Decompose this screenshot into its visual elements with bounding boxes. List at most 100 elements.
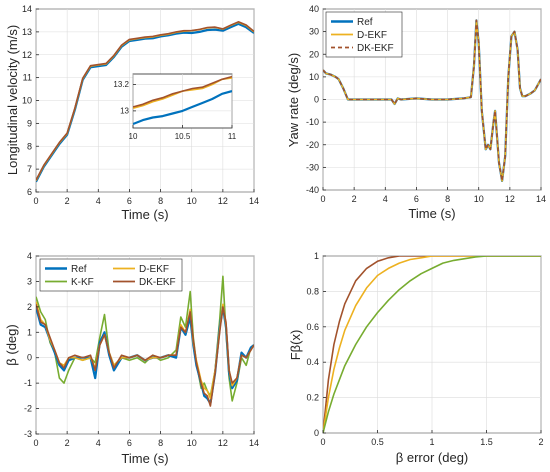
legend-box <box>39 258 183 292</box>
y-tick-label: 4 <box>27 251 32 261</box>
y-tick-label: 3 <box>27 276 32 286</box>
y-tick-label: 40 <box>309 4 319 14</box>
y-tick-label: 14 <box>22 4 32 14</box>
y-tick-label: 1 <box>314 251 319 261</box>
y-tick-label: 0.8 <box>306 286 319 296</box>
y-tick-label: 6 <box>27 187 32 197</box>
series-line-dekf <box>323 256 541 433</box>
legend-label-dekf: D-EKF <box>357 30 387 41</box>
legend-label-dekf: D-EKF <box>139 264 169 275</box>
y-tick-label: 10 <box>309 72 319 82</box>
y-tick-label: 10 <box>22 96 32 106</box>
x-tick-label: 11 <box>228 132 237 141</box>
x-tick-label: 6 <box>127 438 132 448</box>
x-tick-label: 6 <box>414 194 419 204</box>
y-tick-label: 20 <box>309 49 319 59</box>
x-tick-label: 10 <box>187 196 197 206</box>
y-tick-label: -3 <box>24 429 32 439</box>
velocity-inset-plot: 10 10.5 11 13 13.2 <box>113 74 237 141</box>
velocity-series-lines <box>36 21 254 183</box>
velocity-ylabel: Longitudinal velocity (m/s) <box>5 25 20 175</box>
cdf-plot: 0 0.5 1 1.5 2 0 0.2 0.4 0.6 0.8 1 <box>306 251 543 447</box>
y-tick-label: 13 <box>120 107 129 116</box>
y-tick-label: 0 <box>314 95 319 105</box>
y-tick-label: 8 <box>27 141 32 151</box>
cdf-ylabel: Fβ(x) <box>288 330 303 361</box>
y-tick-label: -10 <box>306 117 319 127</box>
y-tick-label: 0 <box>314 428 319 438</box>
x-tick-label: 12 <box>218 438 228 448</box>
x-tick-label: 10 <box>129 132 138 141</box>
x-tick-label: 2 <box>352 194 357 204</box>
x-tick-label: 10 <box>187 438 197 448</box>
legend-label-ref: Ref <box>357 17 373 28</box>
x-tick-label: 2 <box>65 196 70 206</box>
velocity-plot: 0 2 4 6 8 10 12 14 6 7 8 9 10 11 12 13 14 <box>22 4 259 206</box>
velocity-inset-panel: 10 10.5 11 13 13.2 <box>113 73 237 141</box>
y-tick-label: -2 <box>24 404 32 414</box>
beta-series-lines <box>36 275 254 407</box>
beta-legend: Ref K-KF D-EKF DK-EKF <box>39 258 183 292</box>
y-tick-label: -40 <box>306 185 319 195</box>
cdf-xlabel: β error (deg) <box>396 450 469 465</box>
x-tick-label: 14 <box>536 194 546 204</box>
beta-xlabel: Time (s) <box>121 451 168 466</box>
yaw-plot: 0 2 4 6 8 10 12 14 -40 -30 -20 -10 0 10 20 30 40 <box>306 4 546 204</box>
y-tick-label: 2 <box>27 302 32 312</box>
y-tick-label: 0.4 <box>306 357 319 367</box>
x-tick-label: 4 <box>383 194 388 204</box>
x-tick-label: 0.5 <box>371 437 384 447</box>
y-tick-label: 30 <box>309 27 319 37</box>
x-tick-label: 6 <box>127 196 132 206</box>
y-tick-label: -30 <box>306 162 319 172</box>
y-tick-label: 7 <box>27 164 32 174</box>
x-tick-label: 8 <box>158 438 163 448</box>
series-line-dkekf <box>36 304 254 407</box>
x-tick-label: 12 <box>218 196 228 206</box>
y-tick-label: 1 <box>27 327 32 337</box>
cdf-panel: 0 0.5 1 1.5 2 0 0.2 0.4 0.6 0.8 1 β error (deg) Fβ… <box>288 251 544 465</box>
x-tick-label: 1.5 <box>480 437 493 447</box>
x-tick-label: 8 <box>158 196 163 206</box>
series-line-dkekf <box>36 21 254 181</box>
yaw-legend: Ref D-EKF DK-EKF <box>325 11 403 58</box>
legend-label-dkekf: DK-EKF <box>357 43 394 54</box>
series-line-ref <box>133 90 232 126</box>
yaw-ylabel: Yaw rate (deg/s) <box>286 53 301 147</box>
y-tick-label: 9 <box>27 118 32 128</box>
x-tick-label: 8 <box>445 194 450 204</box>
series-line-dkekf <box>133 75 232 108</box>
y-tick-label: 13 <box>22 27 32 37</box>
velocity-inset-series-lines <box>133 75 232 126</box>
y-tick-label: 0.6 <box>306 322 319 332</box>
y-tick-label: 12 <box>22 50 32 60</box>
legend-label-dkekf: DK-EKF <box>139 277 176 288</box>
x-tick-label: 2 <box>65 438 70 448</box>
x-tick-label: 10 <box>474 194 484 204</box>
x-tick-label: 0 <box>33 438 38 448</box>
y-tick-label: 0.2 <box>306 393 319 403</box>
y-tick-label: -20 <box>306 140 319 150</box>
series-line-dkekf <box>323 256 541 433</box>
x-tick-label: 4 <box>96 438 101 448</box>
beta-ylabel: β (deg) <box>4 324 19 365</box>
x-tick-label: 2 <box>538 437 543 447</box>
cdf-series-lines <box>323 256 541 433</box>
yaw-xlabel: Time (s) <box>408 206 455 221</box>
x-tick-label: 0 <box>320 437 325 447</box>
x-tick-label: 0 <box>320 194 325 204</box>
x-tick-label: 1 <box>429 437 434 447</box>
y-tick-label: 0 <box>27 353 32 363</box>
yaw-series-lines <box>323 19 541 182</box>
y-tick-label: 13.2 <box>113 80 129 89</box>
x-tick-label: 4 <box>96 196 101 206</box>
x-tick-label: 10.5 <box>175 132 191 141</box>
x-tick-label: 12 <box>505 194 515 204</box>
y-tick-label: -1 <box>24 378 32 388</box>
series-line-dkekf <box>323 19 541 182</box>
x-tick-label: 0 <box>33 196 38 206</box>
legend-label-kkf: K-KF <box>71 277 94 288</box>
x-tick-label: 14 <box>249 438 259 448</box>
